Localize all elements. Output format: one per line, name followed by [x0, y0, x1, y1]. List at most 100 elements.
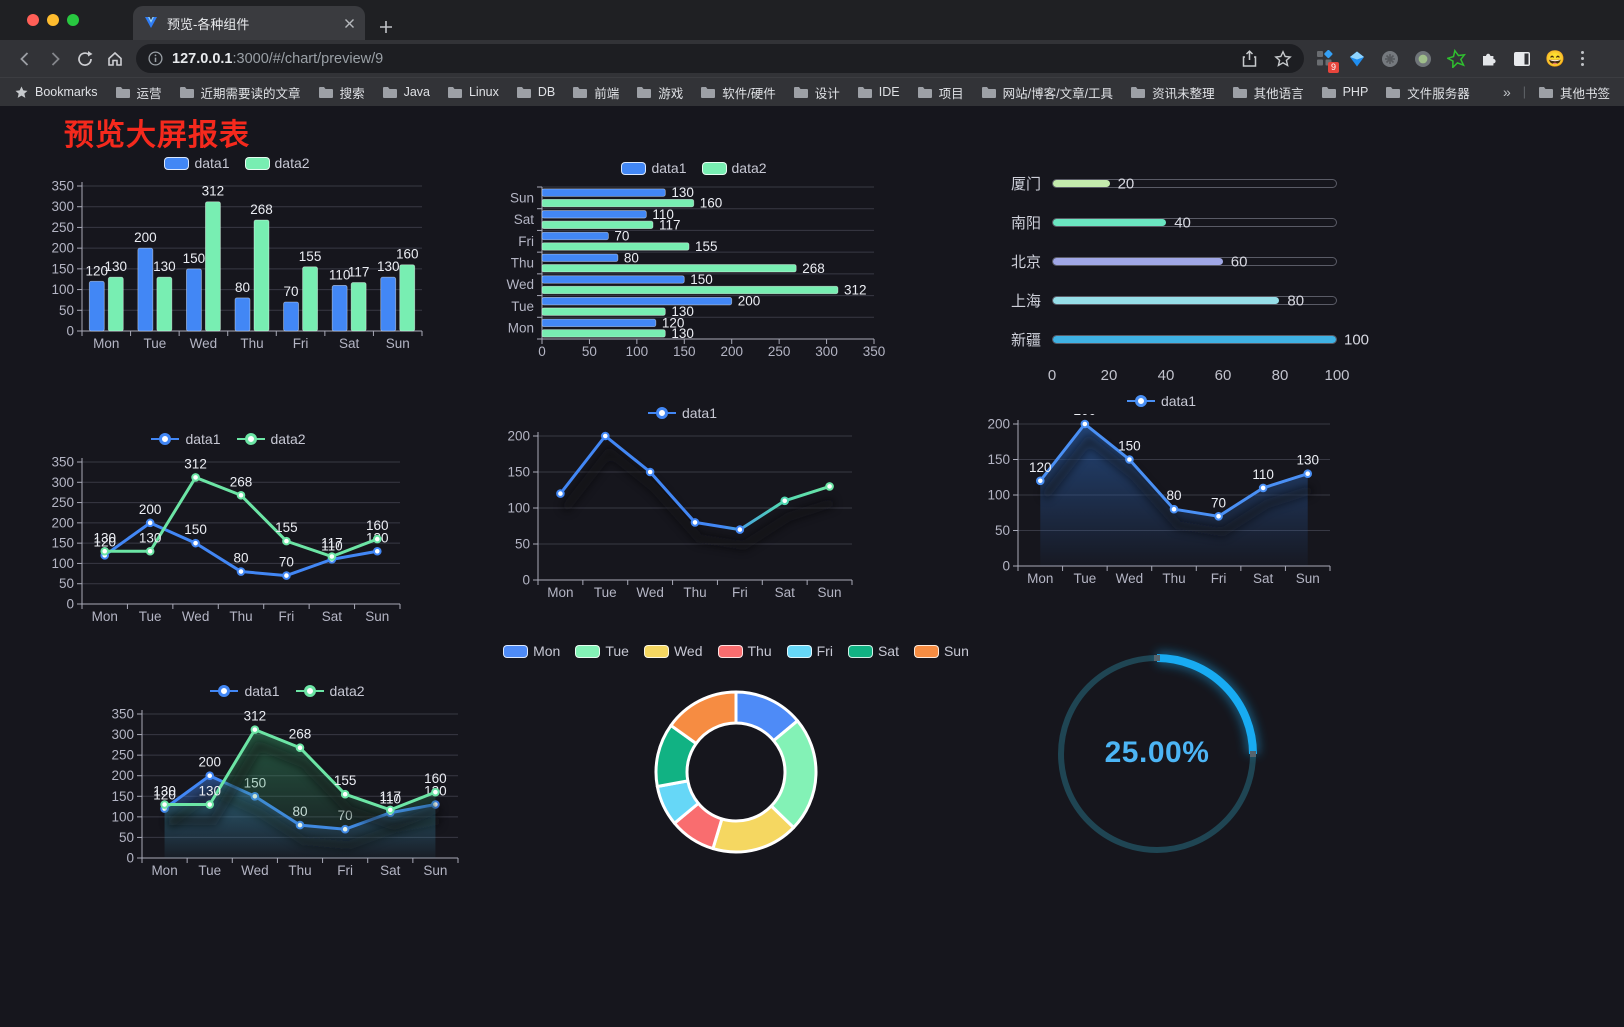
bookmark-folder[interactable]: 近期需要读的文章 [179, 83, 301, 102]
bookmark-folder[interactable]: 资讯未整理 [1130, 83, 1215, 102]
legend-item-Sat[interactable]: Sat [847, 643, 899, 659]
bookmark-star-icon[interactable] [1274, 49, 1292, 68]
svg-text:0: 0 [522, 573, 530, 588]
two-line-chart[interactable]: data1 data2 0 50 100 150 200 250 300 350 Mon Tue Wed… [46, 426, 410, 628]
bookmark-folder[interactable]: 文件服务器 [1385, 83, 1470, 102]
legend-item-data2[interactable]: data2 [236, 431, 306, 447]
grouped-bar-chart[interactable]: data1 data2 0 50 100 150 200 250 300 350 Mon Tue Wed… [46, 150, 428, 355]
bookmark-folder[interactable]: 其他语言 [1232, 83, 1304, 102]
progress-row-厦门[interactable]: 厦门 20 [1003, 164, 1337, 203]
horizontal-bar-chart[interactable]: data1 data2 Mon Tue Wed Thu Fri Sat Sun 0 50 100 150… [502, 155, 886, 363]
chart-legend[interactable]: data1 [1126, 388, 1196, 414]
gradient-line-chart[interactable]: data1 0 50 100 150 200 Mon Tue Wed Thu Fri Sat Sun [502, 400, 862, 604]
extension-gray-circle-icon[interactable] [1380, 49, 1400, 69]
minimize-window-button[interactable] [47, 14, 59, 26]
share-icon[interactable] [1241, 49, 1258, 68]
bookmark-folder[interactable]: 搜索 [318, 83, 365, 102]
reload-button[interactable] [70, 44, 100, 74]
extension-gem-icon[interactable] [1347, 49, 1367, 69]
bookmark-folder[interactable]: PHP [1321, 85, 1368, 99]
fullscreen-window-button[interactable] [67, 14, 79, 26]
legend-item-data1[interactable]: data1 [164, 155, 230, 171]
close-tab-icon[interactable] [344, 18, 355, 29]
legend-item-Wed[interactable]: Wed [643, 643, 703, 659]
chart-legend[interactable]: data1 data2 [164, 150, 310, 176]
bookmarks-manager[interactable]: Bookmarks [14, 85, 98, 100]
extension-grid-icon[interactable]: 9 [1314, 49, 1339, 73]
forward-button[interactable] [40, 44, 70, 74]
legend-item-data1[interactable]: data1 [621, 160, 687, 176]
legend-label: Sat [877, 643, 899, 659]
legend-item-data1[interactable]: data1 [1126, 393, 1196, 409]
new-tab-button[interactable] [379, 20, 393, 34]
legend-item-Thu[interactable]: Thu [717, 643, 772, 659]
progress-row-南阳[interactable]: 南阳 40 [1003, 203, 1337, 242]
chart-legend[interactable]: Mon Tue Wed Thu Fri Sat Sun [503, 638, 969, 664]
bookmarks-items: 运营 近期需要读的文章 搜索 Java Linux DB 前端 游戏 软件/硬件 设计 IDE 项目 网… [115, 83, 1470, 102]
browser-menu-button[interactable] [1575, 51, 1590, 66]
chart-legend[interactable]: data1 [647, 400, 717, 426]
bookmark-folder[interactable]: Linux [447, 85, 499, 99]
emoji-extension-icon[interactable]: 😄 [1545, 50, 1565, 68]
extension-green-star-icon[interactable] [1446, 49, 1466, 69]
url-text[interactable]: 127.0.0.1:3000/#/chart/preview/9 [172, 51, 383, 67]
legend-item-data2[interactable]: data2 [701, 160, 767, 176]
legend-item-data1[interactable]: data1 [647, 405, 717, 421]
legend-item-Mon[interactable]: Mon [503, 643, 560, 659]
two-area-line-chart[interactable]: data1 data2 0 50 100 150 200 250 300 350 Mon Tue Wed… [106, 678, 468, 882]
bookmark-folder[interactable]: 运营 [115, 83, 162, 102]
folder-icon [793, 86, 808, 98]
bookmark-folder[interactable]: 项目 [917, 83, 964, 102]
other-bookmarks-folder[interactable]: 其他书签 [1538, 83, 1610, 102]
bookmark-folder[interactable]: 网站/博客/文章/工具 [981, 83, 1113, 102]
svg-text:110: 110 [329, 267, 351, 282]
legend-item-Tue[interactable]: Tue [575, 643, 629, 659]
legend-item-data2[interactable]: data2 [295, 683, 365, 699]
area-line-chart[interactable]: data1 0 50 100 150 200 Mon Tue Wed Thu Fri Sat Sun 12… [982, 388, 1340, 590]
address-bar[interactable]: 127.0.0.1:3000/#/chart/preview/9 [136, 44, 1304, 73]
bookmark-folder[interactable]: 设计 [793, 83, 840, 102]
gradient-line-chart-svg: 0 50 100 150 200 Mon Tue Wed Thu Fri Sat Sun [507, 429, 853, 600]
legend-item-Sun[interactable]: Sun [913, 643, 969, 659]
progress-row-新疆[interactable]: 新疆 100 [1003, 320, 1369, 359]
week-donut-chart[interactable]: Mon Tue Wed Thu Fri Sat Sun [503, 638, 969, 880]
svg-text:0: 0 [126, 851, 134, 866]
browser-toolbar: 127.0.0.1:3000/#/chart/preview/9 [0, 40, 1624, 77]
bookmarks-label: Bookmarks [35, 85, 98, 99]
progress-row-上海[interactable]: 上海 80 [1003, 281, 1337, 320]
site-info-icon[interactable] [148, 51, 163, 66]
bookmarks-overflow-chevron[interactable]: » [1502, 84, 1511, 100]
svg-text:300: 300 [51, 475, 74, 490]
gauge-value: 25.00% [1104, 736, 1210, 769]
chart-legend[interactable]: data1 data2 [621, 155, 767, 181]
legend-item-Fri[interactable]: Fri [786, 643, 833, 659]
extensions-puzzle-icon[interactable] [1479, 49, 1499, 69]
chart-legend[interactable]: data1 data2 [209, 678, 365, 704]
bookmark-folder[interactable]: DB [516, 85, 555, 99]
progress-value: 40 [1174, 214, 1191, 231]
percent-gauge-chart[interactable]: 25.00% [1040, 642, 1274, 868]
chart-legend[interactable]: data1 data2 [150, 426, 306, 452]
close-window-button[interactable] [27, 14, 39, 26]
legend-item-data1[interactable]: data1 [150, 431, 221, 447]
svg-text:Mon: Mon [92, 609, 118, 624]
back-button[interactable] [10, 44, 40, 74]
bookmark-folder[interactable]: 前端 [572, 83, 619, 102]
browser-tab[interactable]: 预览-各种组件 [133, 6, 365, 40]
bookmark-folder[interactable]: Java [382, 85, 430, 99]
svg-text:120: 120 [1029, 460, 1052, 475]
side-panel-icon[interactable] [1512, 49, 1532, 69]
legend-item-data2[interactable]: data2 [244, 155, 310, 171]
extension-record-circle-icon[interactable] [1413, 49, 1433, 69]
home-button[interactable] [100, 44, 130, 74]
bookmark-folder[interactable]: 软件/硬件 [700, 83, 776, 102]
svg-text:Sat: Sat [1253, 571, 1274, 586]
bookmark-folder[interactable]: 游戏 [636, 83, 683, 102]
legend-item-data1[interactable]: data1 [209, 683, 280, 699]
bookmark-folder[interactable]: IDE [857, 85, 900, 99]
progress-row-北京[interactable]: 北京 60 [1003, 242, 1337, 281]
folder-icon [637, 86, 652, 98]
city-progress-chart[interactable]: 厦门 20 南阳 40 北京 60 上海 80 新疆 100 0 20 40 60 80 100 [1003, 160, 1369, 384]
svg-text:200: 200 [987, 417, 1010, 432]
other-bookmarks-label: 其他书签 [1559, 86, 1610, 101]
